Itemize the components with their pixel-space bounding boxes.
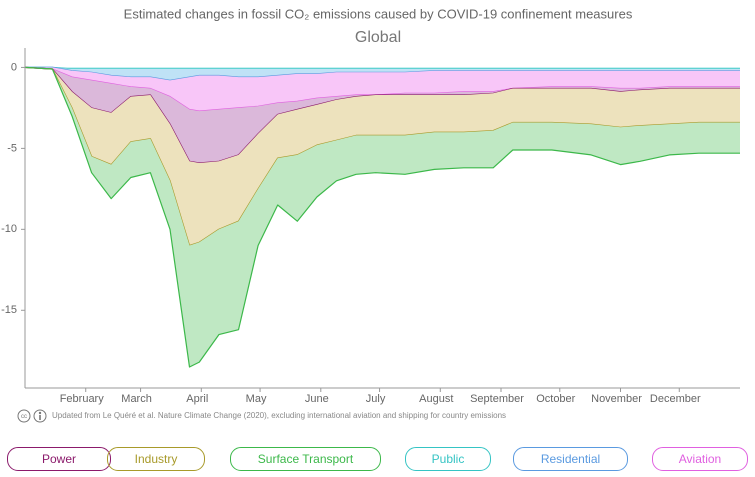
legend-item[interactable]: Residential [513, 447, 628, 471]
chart-title: Estimated changes in fossil CO₂ emission… [124, 6, 633, 21]
x-tick-label: April [186, 393, 208, 405]
x-tick-label: May [246, 393, 267, 405]
x-tick-label: August [419, 393, 453, 405]
source-note: Updated from Le Quéré et al. Nature Clim… [52, 411, 506, 420]
legend-item[interactable]: Power [7, 447, 111, 471]
chart: Estimated changes in fossil CO₂ emission… [1, 6, 740, 423]
x-tick-label: July [366, 393, 386, 405]
x-tick-label: June [305, 393, 329, 405]
series-line [24, 66, 740, 368]
area [25, 67, 740, 246]
x-tick-label: October [536, 393, 575, 405]
x-tick-label: March [121, 393, 152, 405]
svg-text:cc: cc [21, 414, 27, 420]
y-tick-label: 0 [11, 61, 17, 73]
y-tick-label: -10 [1, 223, 17, 235]
area [25, 67, 740, 368]
x-tick-label: November [591, 393, 642, 405]
plot-area [24, 66, 740, 368]
y-tick-label: -15 [1, 304, 17, 316]
legend: Power Industry Surface Transport Public Resi… [0, 447, 755, 473]
area [25, 67, 740, 163]
x-tick-label: December [650, 393, 701, 405]
legend-item[interactable]: Public [405, 447, 491, 471]
area [25, 67, 740, 112]
chart-subtitle: Global [355, 29, 401, 46]
x-tick-label: September [470, 393, 524, 405]
legend-item[interactable]: Aviation [652, 447, 748, 471]
x-tick-label: February [60, 393, 105, 405]
y-tick-label: -5 [7, 142, 17, 154]
cc-icons: cc [17, 409, 47, 423]
legend-item[interactable]: Industry [107, 447, 205, 471]
legend-item[interactable]: Surface Transport [230, 447, 381, 471]
